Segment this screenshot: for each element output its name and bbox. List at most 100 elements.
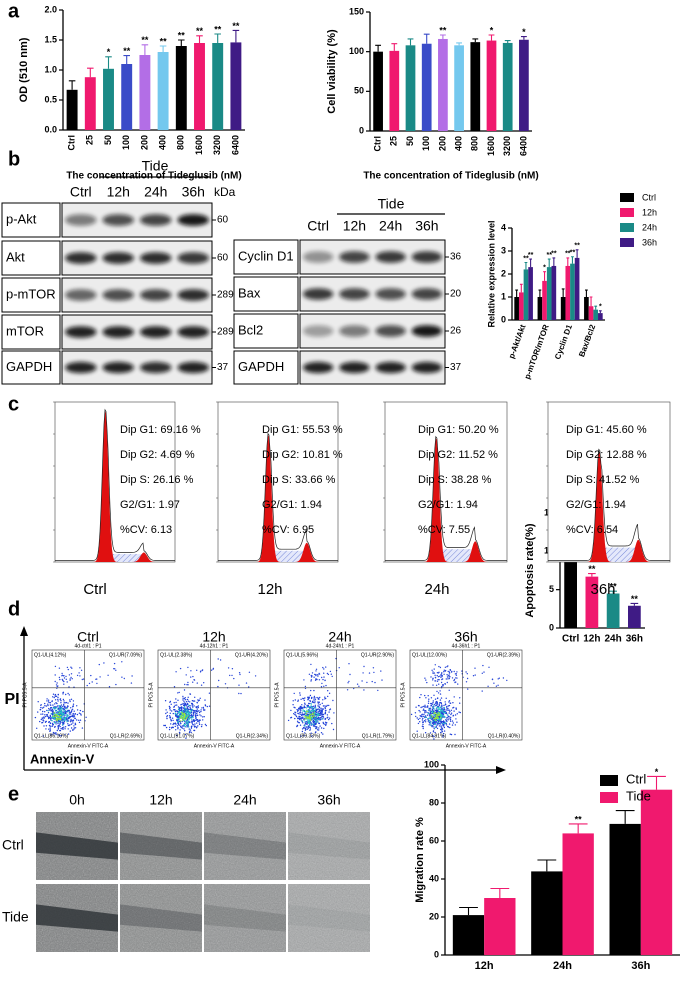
event-dot xyxy=(182,699,184,701)
event-dot xyxy=(305,713,307,715)
y-axis-label: Apoptosis rate(%) xyxy=(524,523,536,617)
event-dot xyxy=(320,716,322,719)
event-dot xyxy=(56,729,58,732)
histogram-outline xyxy=(548,448,670,561)
bar xyxy=(454,45,464,131)
event-dot xyxy=(66,708,68,710)
event-dot xyxy=(69,721,72,723)
event-dot xyxy=(175,698,177,700)
event-dot xyxy=(310,723,313,725)
event-dot xyxy=(64,714,66,717)
quadrant-label: Q1-LR(1.79%) xyxy=(362,733,395,739)
event-dot xyxy=(63,677,66,679)
band xyxy=(302,251,334,263)
error-bar xyxy=(375,44,382,52)
y-axis-label: Cell viability (%) xyxy=(326,29,338,114)
event-dot xyxy=(55,732,57,734)
event-dot xyxy=(178,711,180,713)
event-dot xyxy=(449,719,452,721)
event-dot xyxy=(314,702,316,704)
event-dot xyxy=(63,680,65,683)
event-dot xyxy=(443,669,445,671)
event-dot xyxy=(446,674,448,676)
event-dot xyxy=(450,671,453,673)
bar xyxy=(230,42,242,130)
event-dot xyxy=(66,715,69,717)
event-dot xyxy=(435,717,437,720)
event-dot xyxy=(190,709,192,712)
band xyxy=(339,361,370,374)
band xyxy=(140,326,172,338)
event-dot xyxy=(188,704,190,707)
event-dot xyxy=(166,717,168,720)
event-dot xyxy=(179,709,182,711)
event-dot xyxy=(58,712,60,714)
event-dot xyxy=(287,719,290,722)
event-dot xyxy=(313,710,315,712)
event-dot xyxy=(299,708,302,710)
event-dot xyxy=(332,728,335,731)
event-dot xyxy=(196,701,198,704)
event-dot xyxy=(498,677,500,679)
event-dot xyxy=(433,668,435,670)
event-dot xyxy=(317,674,319,676)
event-dot xyxy=(192,681,194,683)
event-dot xyxy=(309,711,311,713)
event-dot xyxy=(47,710,49,712)
event-dot xyxy=(303,705,305,707)
event-dot xyxy=(62,698,65,701)
event-dot xyxy=(180,717,182,719)
event-dot xyxy=(488,666,490,668)
event-dot xyxy=(178,731,181,734)
x-tick-label: 100 xyxy=(121,135,131,150)
event-dot xyxy=(191,703,193,705)
significance: ** xyxy=(610,582,618,592)
event-dot xyxy=(192,723,194,726)
event-dot xyxy=(459,702,461,704)
event-dot xyxy=(424,732,427,734)
y-tick-label: 100 xyxy=(349,46,364,56)
event-dot xyxy=(238,672,241,674)
event-dot xyxy=(465,671,467,673)
event-dot xyxy=(434,731,436,734)
x-tick-label: 3200 xyxy=(212,135,222,155)
event-dot xyxy=(175,713,177,715)
event-dot xyxy=(327,695,329,698)
event-dot xyxy=(186,723,188,725)
event-dot xyxy=(321,676,323,679)
event-dot xyxy=(317,715,320,717)
band xyxy=(65,214,97,226)
event-dot xyxy=(43,725,45,727)
event-dot xyxy=(181,725,183,727)
event-dot xyxy=(306,710,308,713)
event-dot xyxy=(322,713,324,716)
event-dot xyxy=(325,697,327,700)
event-dot xyxy=(303,735,305,737)
event-dot xyxy=(64,702,66,704)
event-dot xyxy=(188,717,190,719)
event-dot xyxy=(186,684,188,686)
event-dot xyxy=(184,709,186,711)
event-dot xyxy=(181,710,184,712)
event-dot xyxy=(454,714,457,716)
event-dot xyxy=(56,682,58,684)
event-dot xyxy=(311,712,314,715)
event-dot xyxy=(474,667,476,669)
cycle-stat: G2/G1: 1.94 xyxy=(566,499,626,511)
y-tick-label: 100 xyxy=(424,759,439,769)
event-dot xyxy=(51,725,54,727)
event-dot xyxy=(371,680,373,683)
event-dot xyxy=(310,703,313,705)
event-dot xyxy=(170,727,173,729)
event-dot xyxy=(96,678,98,680)
event-dot xyxy=(60,714,62,717)
band xyxy=(411,251,443,263)
event-dot xyxy=(338,667,340,669)
row-label: p-Akt xyxy=(6,211,37,226)
event-dot xyxy=(180,725,182,728)
event-dot xyxy=(303,706,305,708)
event-dot xyxy=(433,694,435,696)
event-dot xyxy=(198,723,201,726)
band xyxy=(102,252,134,264)
label-cell xyxy=(233,350,299,385)
